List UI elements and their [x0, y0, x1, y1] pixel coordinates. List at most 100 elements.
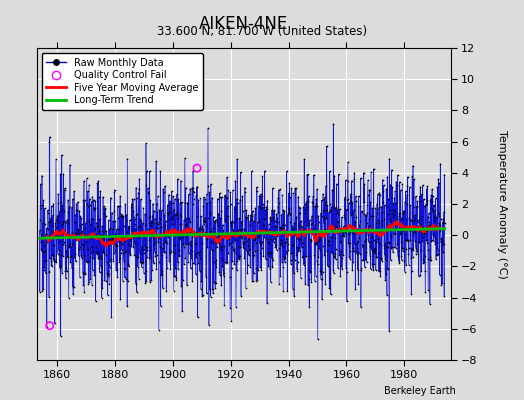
Point [101, 206, 110, 212]
Point [159, 240, 168, 247]
Point [287, 257, 295, 263]
Point [176, 232, 184, 238]
Point [183, 282, 191, 288]
Point [381, 276, 389, 283]
Point [90, 206, 98, 213]
Point [319, 190, 327, 197]
Point [185, 240, 193, 246]
Point [378, 209, 386, 216]
Point [158, 245, 167, 252]
Point [40, 205, 49, 212]
Point [201, 217, 209, 224]
Point [84, 280, 93, 287]
Point [81, 270, 90, 276]
Point [217, 208, 226, 214]
Point [433, 245, 441, 251]
Point [39, 220, 47, 226]
Point [178, 199, 186, 205]
Point [118, 212, 126, 218]
Point [163, 240, 171, 246]
Point [156, 216, 164, 222]
Point [416, 272, 424, 278]
Point [323, 263, 332, 269]
Point [92, 220, 101, 226]
Point [353, 228, 362, 234]
Point [275, 187, 283, 193]
Point [224, 250, 232, 256]
Point [201, 215, 210, 222]
Point [346, 194, 355, 200]
Point [195, 268, 204, 274]
Point [283, 288, 291, 294]
Point [214, 210, 223, 217]
Point [61, 268, 70, 274]
Point [99, 248, 107, 254]
Point [269, 215, 278, 221]
Point [258, 227, 266, 233]
Point [342, 206, 351, 213]
Point [275, 200, 283, 206]
Point [114, 215, 123, 222]
Point [319, 214, 328, 220]
Point [397, 238, 406, 245]
Point [203, 200, 211, 206]
Point [419, 182, 427, 188]
Point [113, 226, 121, 232]
Point [85, 182, 93, 188]
Point [391, 188, 399, 194]
Point [321, 280, 330, 287]
Point [75, 274, 84, 280]
Point [44, 218, 52, 225]
Point [416, 198, 424, 204]
Point [126, 252, 135, 258]
Point [64, 197, 72, 203]
Point [332, 246, 340, 252]
Point [166, 266, 174, 272]
Point [398, 211, 407, 218]
Point [312, 241, 320, 247]
Point [439, 219, 447, 226]
Point [410, 226, 419, 232]
Point [159, 189, 168, 195]
Point [418, 238, 427, 244]
Point [252, 278, 260, 285]
Point [432, 252, 441, 258]
Point [258, 245, 266, 251]
Point [403, 236, 411, 243]
Point [355, 222, 364, 229]
Point [310, 252, 319, 258]
Point [392, 216, 401, 222]
Point [110, 240, 118, 246]
Point [263, 300, 271, 306]
Point [136, 259, 145, 265]
Point [266, 266, 274, 272]
Point [210, 218, 219, 225]
Point [200, 218, 209, 224]
Point [172, 276, 181, 283]
Point [42, 257, 50, 263]
Point [222, 194, 231, 200]
Point [129, 196, 138, 202]
Point [138, 220, 147, 226]
Point [211, 280, 219, 286]
Point [97, 263, 105, 269]
Point [379, 226, 387, 233]
Point [291, 185, 299, 192]
Point [343, 298, 351, 304]
Point [261, 256, 270, 262]
Point [213, 216, 222, 222]
Point [406, 227, 414, 234]
Point [148, 267, 156, 273]
Point [285, 180, 293, 186]
Point [72, 207, 81, 214]
Point [394, 253, 402, 259]
Point [91, 298, 100, 304]
Point [400, 258, 409, 264]
Point [400, 228, 408, 234]
Point [108, 237, 117, 244]
Point [41, 248, 49, 254]
Point [102, 228, 111, 234]
Point [376, 192, 384, 198]
Point [227, 265, 236, 272]
Point [68, 204, 76, 210]
